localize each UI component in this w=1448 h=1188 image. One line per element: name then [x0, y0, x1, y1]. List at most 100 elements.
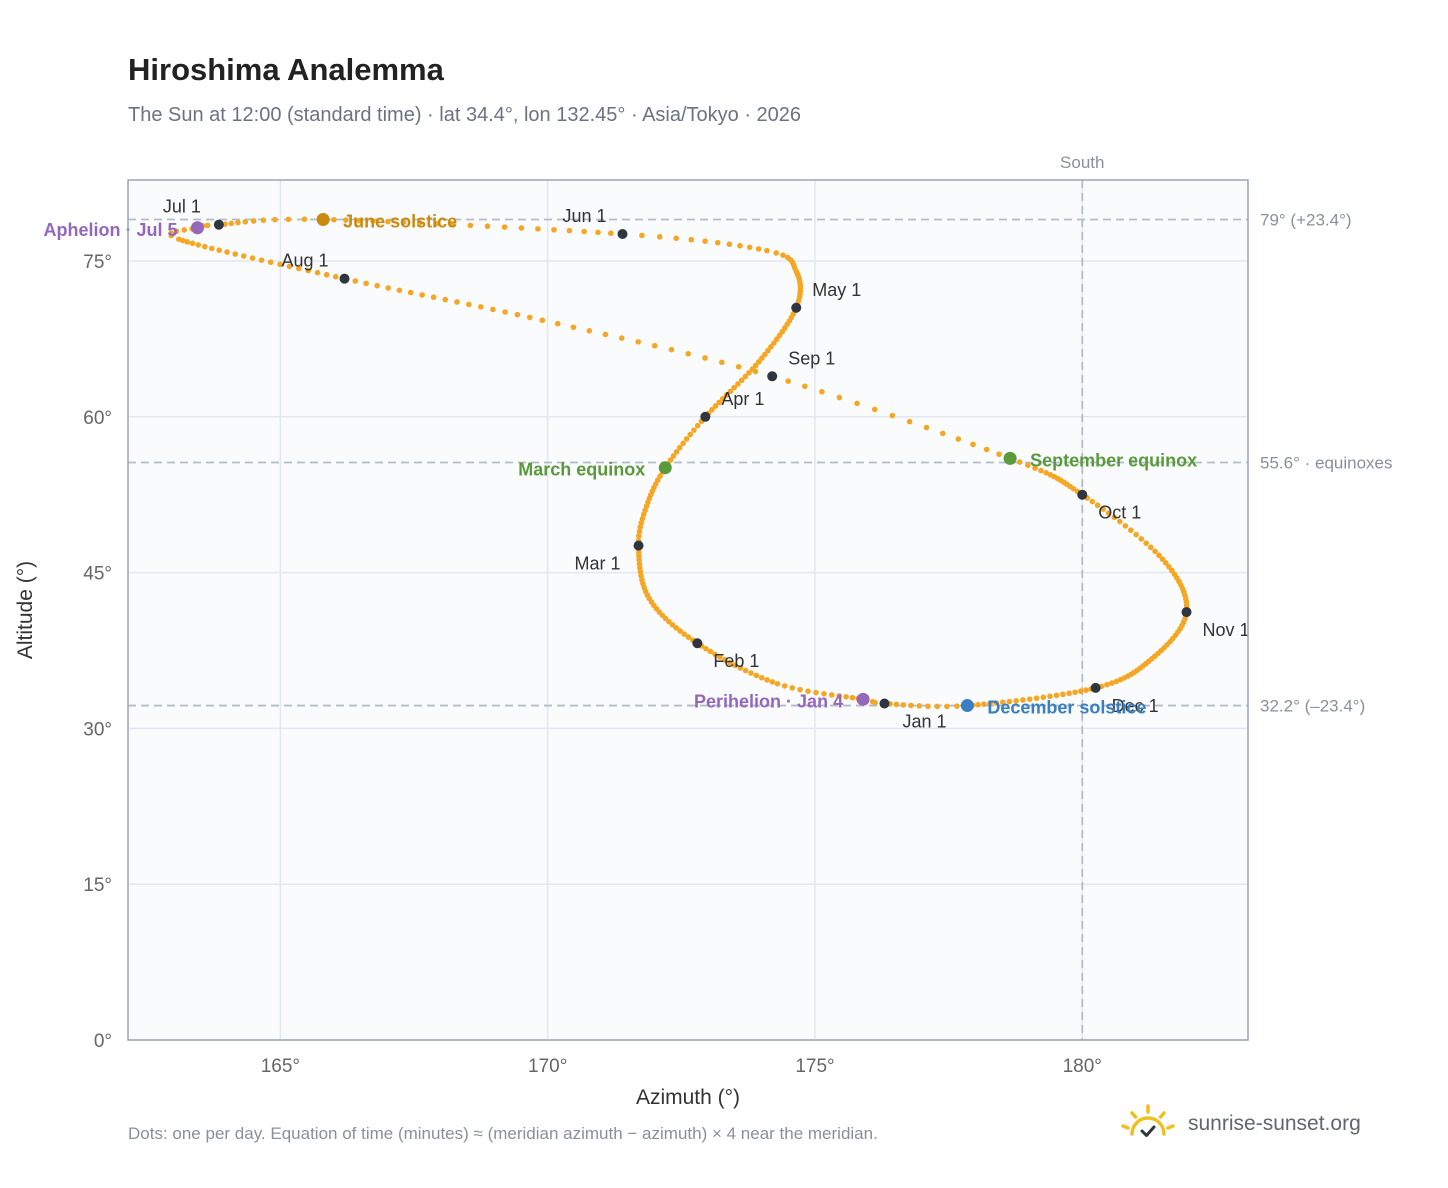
daily-dot	[752, 368, 759, 375]
daily-dot	[784, 254, 791, 261]
daily-dot	[189, 240, 196, 247]
daily-dot	[285, 216, 292, 223]
brand-name: sunrise-sunset.org	[1188, 1112, 1361, 1135]
event-marker	[960, 699, 974, 713]
daily-dot	[670, 453, 677, 459]
daily-dot	[323, 271, 330, 278]
daily-dot	[687, 431, 694, 438]
daily-dot	[843, 694, 849, 700]
daily-dot	[478, 304, 484, 310]
daily-dot	[1152, 548, 1158, 555]
month-marker	[213, 219, 224, 230]
daily-dot	[1025, 462, 1031, 469]
daily-dot	[742, 373, 749, 380]
daily-dot	[416, 220, 423, 226]
daily-dot	[204, 222, 211, 229]
grid-lines	[128, 180, 1248, 1041]
daily-dot	[1072, 689, 1078, 696]
daily-dot	[702, 238, 708, 244]
daily-dot	[1033, 695, 1040, 702]
daily-dot	[785, 378, 791, 384]
daily-dot	[742, 667, 749, 674]
daily-dot	[332, 273, 339, 280]
brand: sunrise-sunset.org	[1120, 1102, 1361, 1146]
daily-dot	[668, 346, 675, 353]
daily-dot	[195, 242, 202, 248]
daily-dot	[484, 223, 491, 230]
daily-dot	[301, 216, 308, 222]
daily-dot	[570, 324, 577, 331]
daily-dot	[419, 292, 425, 298]
daily-dot	[1032, 465, 1038, 471]
daily-dot	[1159, 556, 1166, 562]
daily-dot	[975, 701, 981, 708]
month-marker	[339, 273, 350, 284]
daily-dot	[813, 689, 819, 696]
daily-dot	[762, 351, 768, 358]
daily-dot	[789, 685, 796, 691]
daily-dot	[955, 436, 962, 442]
daily-dot	[1060, 691, 1066, 698]
month-label: Jan 1	[902, 711, 946, 731]
daily-dot	[442, 296, 449, 303]
daily-dot	[518, 225, 525, 231]
daily-dot	[1083, 687, 1089, 693]
daily-dot	[746, 369, 752, 376]
y-axis-label: Altitude (°)	[14, 561, 37, 659]
daily-dot	[385, 218, 391, 225]
daily-dot	[363, 280, 369, 287]
daily-dot	[769, 679, 776, 685]
daily-dot	[764, 247, 770, 254]
daily-dot	[737, 242, 743, 249]
daily-dot	[277, 261, 283, 268]
daily-dot	[681, 631, 688, 637]
daily-dot	[983, 446, 990, 453]
daily-dot	[716, 399, 722, 406]
y-tick-label: 75°	[83, 252, 112, 273]
daily-dot	[714, 239, 721, 246]
month-marker	[692, 638, 703, 649]
daily-dot	[1020, 697, 1026, 703]
daily-dot	[490, 306, 496, 313]
event-marker	[316, 212, 330, 226]
daily-dot	[208, 245, 215, 252]
daily-dot	[676, 444, 683, 451]
daily-dot	[993, 700, 1000, 706]
daily-dot	[805, 688, 811, 695]
daily-dot	[1070, 486, 1077, 492]
daily-dot	[719, 395, 726, 402]
reference-lines: South 79° (+23.4°) 55.6° · equinoxes 32.2° …	[128, 153, 1393, 1040]
daily-dot	[554, 320, 561, 327]
daily-dot	[242, 218, 249, 225]
event-marker	[856, 692, 870, 706]
daily-dot	[642, 507, 648, 514]
daily-dot	[1113, 678, 1120, 685]
daily-dot	[954, 703, 960, 709]
daily-dot	[1138, 536, 1145, 542]
daily-dot	[331, 216, 337, 223]
daily-dot	[889, 412, 896, 419]
daily-dot	[748, 670, 754, 676]
daily-dot	[683, 436, 690, 442]
daily-dot	[854, 400, 860, 407]
daily-dot	[1143, 540, 1149, 546]
y-tick-label: 60°	[83, 408, 112, 429]
daily-dot	[250, 218, 257, 224]
month-marker	[633, 540, 644, 551]
daily-dot	[1105, 510, 1112, 516]
daily-dot	[586, 328, 593, 334]
daily-dot	[618, 335, 625, 341]
daily-dot	[1077, 688, 1084, 694]
daily-dot	[635, 339, 641, 345]
daily-dot	[801, 383, 808, 390]
event-label: March equinox	[518, 460, 645, 480]
month-marker	[1077, 489, 1088, 500]
daily-dot	[755, 246, 762, 252]
daily-dot	[1016, 459, 1023, 465]
daily-dot	[667, 457, 674, 463]
daily-dot	[893, 701, 900, 708]
daily-dot	[869, 698, 876, 705]
y-tick-label: 30°	[83, 719, 112, 740]
daily-dot	[1013, 697, 1019, 704]
daily-dot	[1100, 506, 1106, 512]
